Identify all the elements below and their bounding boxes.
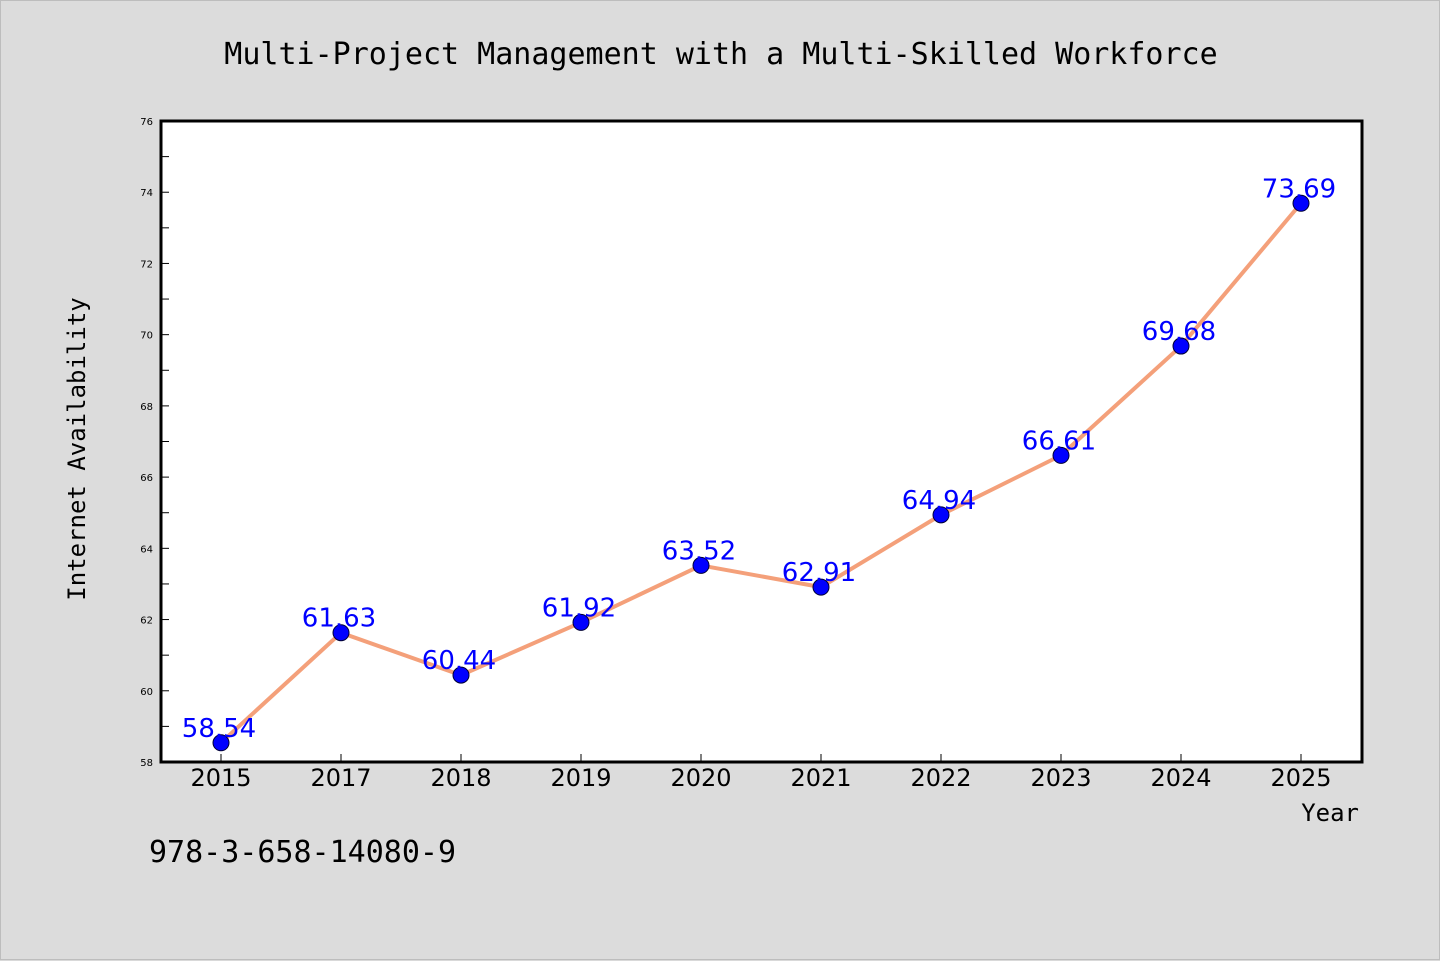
- x-tick-label: 2024: [1150, 764, 1211, 792]
- x-tick-label: 2020: [670, 764, 731, 792]
- x-tick-label: 2025: [1270, 764, 1331, 792]
- footnote-id: 978-3-658-14080-9: [149, 835, 457, 870]
- y-tick-label: 58: [140, 758, 153, 769]
- data-point: [812, 578, 830, 596]
- y-tick-label: 62: [140, 616, 153, 627]
- y-tick-label: 64: [140, 544, 153, 555]
- x-tick-label: 2015: [190, 764, 251, 792]
- y-axis-label: Internet Availability: [63, 297, 91, 600]
- data-label: 61.63: [302, 604, 376, 634]
- data-point: [1172, 337, 1190, 355]
- data-label: 61.92: [542, 593, 616, 623]
- plot-area: [159, 119, 1364, 764]
- y-tick-label: 66: [140, 473, 153, 484]
- data-label: 64.94: [902, 486, 976, 516]
- data-point: [212, 734, 230, 752]
- y-tick-label: 70: [140, 331, 153, 342]
- x-tick-label: 2017: [310, 764, 371, 792]
- y-tick-label: 74: [140, 188, 153, 199]
- data-point: [1292, 194, 1310, 212]
- y-tick-label: 60: [140, 687, 153, 698]
- x-tick-label: 2021: [790, 764, 851, 792]
- data-label: 60.44: [422, 646, 496, 676]
- data-point: [1052, 446, 1070, 464]
- x-tick-label: 2022: [910, 764, 971, 792]
- x-axis: 2015 2017 2018 2019 2020 2021 2022 2023 2024 2025: [190, 754, 1332, 792]
- data-label: 69.68: [1142, 317, 1216, 347]
- data-label: 58.54: [182, 714, 256, 744]
- data-point: [932, 506, 950, 524]
- data-label: 73.69: [1262, 174, 1336, 204]
- data-point: [452, 666, 470, 684]
- y-tick-label: 76: [140, 117, 153, 128]
- data-point: [332, 624, 350, 642]
- series-layer: 58.54 61.63 60.44 61.92 63.52 62.91 64.94 66.61…: [182, 174, 1336, 752]
- data-label: 63.52: [662, 536, 736, 566]
- x-tick-label: 2018: [430, 764, 491, 792]
- x-axis-label: Year: [1301, 799, 1359, 827]
- x-tick-label: 2019: [550, 764, 611, 792]
- y-tick-label: 72: [140, 259, 153, 270]
- data-point: [692, 556, 710, 574]
- x-tick-label: 2023: [1030, 764, 1091, 792]
- y-tick-label: 68: [140, 402, 153, 413]
- y-axis: 58 60 62 64 66 68 70 72 74 76: [140, 117, 169, 769]
- data-label: 62.91: [782, 558, 856, 588]
- chart-title: Multi-Project Management with a Multi-Sk…: [224, 37, 1217, 72]
- data-point: [572, 613, 590, 631]
- series-line: [219, 201, 1303, 745]
- data-label: 66.61: [1022, 426, 1096, 456]
